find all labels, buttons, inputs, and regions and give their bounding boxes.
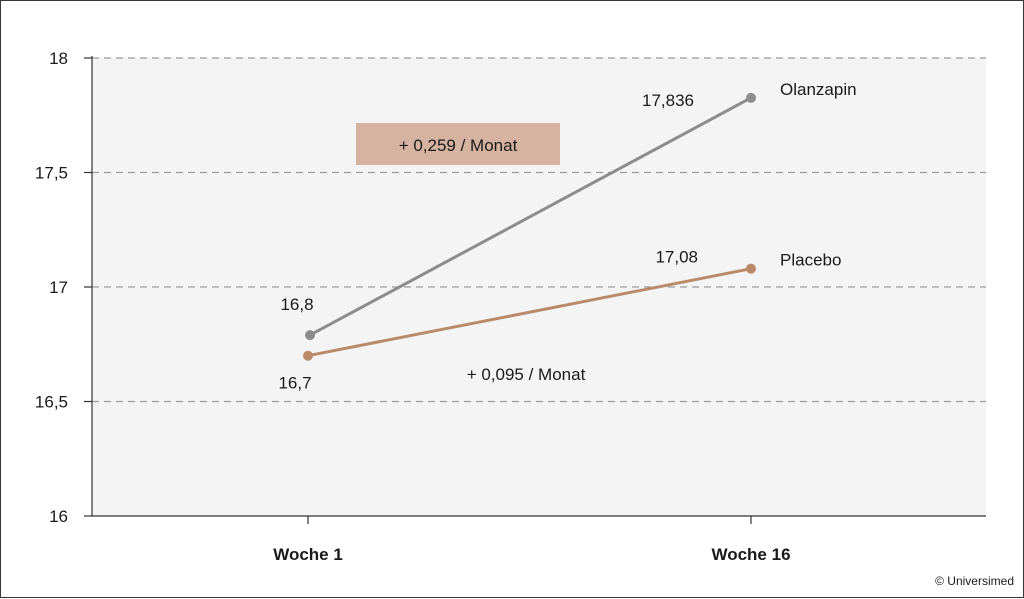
data-label: 17,836 (642, 91, 694, 110)
axes (91, 56, 986, 517)
y-axis-ticks: 16 16,5 17 17,5 18 (35, 49, 92, 526)
annotation-olanzapin-rate: + 0,259 / Monat (399, 136, 518, 155)
series-line-placebo (307, 267, 752, 358)
x-axis-ticks: Woche 1 Woche 16 (273, 516, 791, 564)
data-point (746, 92, 756, 103)
data-point (303, 350, 313, 361)
y-tick-label: 17 (49, 278, 68, 297)
x-tick-label: Woche 1 (273, 545, 343, 564)
series-name-label: Placebo (780, 251, 841, 270)
data-label: 17,08 (655, 248, 698, 267)
y-tick-label: 16,5 (35, 393, 68, 412)
data-label: 16,8 (280, 295, 313, 314)
annotation-box (356, 123, 560, 165)
y-tick-label: 18 (49, 49, 68, 68)
series-line-olanzapin (309, 96, 752, 337)
y-tick-label: 17,5 (35, 164, 68, 183)
gridlines (92, 57, 986, 403)
annotations: + 0,259 / Monat + 0,095 / Monat (356, 123, 586, 384)
y-tick-label: 16 (49, 507, 68, 526)
series-name-label: Olanzapin (780, 80, 857, 99)
series-lines: 16,8 17,836 Olanzapin 16,7 17,08 Placebo (278, 80, 856, 393)
x-tick-label: Woche 16 (711, 545, 790, 564)
data-label: 16,7 (278, 374, 311, 393)
copyright-note: © Universimed (935, 574, 1014, 588)
annotation-placebo-rate: + 0,095 / Monat (467, 365, 586, 384)
data-point (305, 330, 315, 341)
data-point (746, 263, 756, 274)
